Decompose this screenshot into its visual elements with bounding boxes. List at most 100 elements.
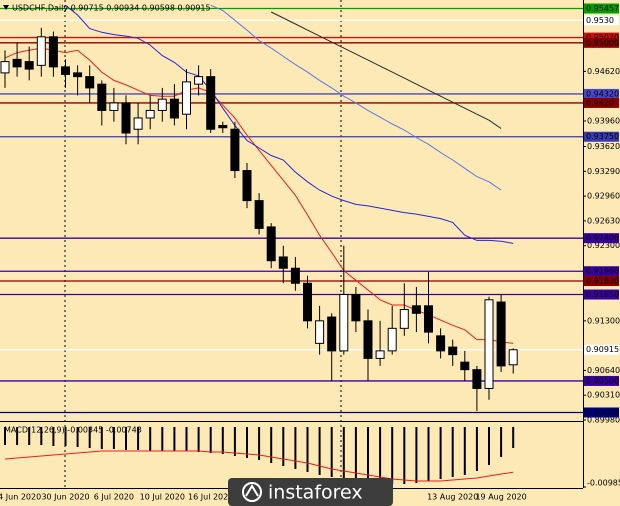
macd-bar — [185, 427, 188, 451]
macd-bar — [415, 427, 418, 484]
level-box — [584, 276, 619, 287]
candle-body — [145, 109, 155, 119]
macd-bar — [137, 427, 140, 451]
macd-bar — [173, 427, 176, 451]
candle-body — [254, 200, 264, 229]
macd-title: MACD(12,26,9) -0.00345 -0.00743 — [4, 426, 142, 435]
macd-bar — [330, 427, 333, 478]
watermark-text: instaforex — [268, 482, 363, 504]
macd-bar — [100, 427, 103, 449]
macd-bar — [221, 427, 224, 454]
level-box — [584, 131, 619, 142]
main-panel: 0.94620 0.93960 0.93620 0.93290 0.92960 0.926… — [0, 3, 620, 425]
level-label: 0.9420 — [586, 98, 614, 107]
candle-body — [218, 124, 228, 129]
macd-bar — [439, 427, 442, 480]
macd-bar — [258, 427, 261, 461]
x-tick-label: 24 Jun 2020 — [0, 493, 41, 502]
level-box — [584, 32, 619, 43]
candle-body — [266, 226, 276, 262]
candle-body — [12, 58, 22, 68]
chart-title: USDCHF,Daily 0.90715 0.90934 0.90598 0.9… — [12, 4, 211, 13]
level-label: 0.94320 — [586, 89, 619, 98]
watermark-logo — [242, 482, 262, 502]
y-tick-label: 0.94620 — [587, 67, 620, 76]
candle-body — [242, 170, 252, 202]
level-label: 0.95070 — [586, 33, 619, 42]
macd-bar — [28, 427, 31, 446]
y-tick-label: 0.91300 — [587, 316, 620, 325]
candle-body — [278, 256, 288, 269]
candle-body — [290, 267, 300, 284]
y-tick-label: 0.89980 — [587, 416, 620, 425]
candle-body — [0, 61, 10, 74]
x-tick-label: 10 Jul 2020 — [140, 493, 185, 502]
level-box — [584, 233, 619, 244]
macd-bar — [76, 427, 79, 447]
level-box — [584, 266, 619, 277]
level-box — [584, 407, 619, 418]
candle-body — [194, 76, 204, 85]
candle-body — [169, 98, 179, 119]
title-icon — [3, 5, 9, 10]
macd-bar — [367, 427, 369, 483]
macd-bar — [306, 427, 309, 473]
candle-body — [24, 61, 34, 70]
level-label: 0.91830 — [586, 277, 619, 286]
x-tick-label: 16 Jul 2020 — [188, 493, 233, 502]
x-tick-label: 30 Jun 2020 — [41, 493, 89, 502]
x-tick-label: 19 Aug 2020 — [475, 493, 526, 502]
macd-bar — [16, 427, 19, 446]
y-tick-label: 0.92960 — [587, 192, 620, 201]
y-tick-label: 0.90640 — [587, 366, 620, 375]
macd-bar — [403, 427, 406, 485]
macd-bar — [342, 427, 345, 480]
level-label: 0.91960 — [586, 267, 619, 276]
candle-body — [182, 81, 191, 115]
candle-body — [375, 350, 385, 359]
candle-body — [109, 102, 119, 111]
watermark-logo — [245, 484, 259, 497]
y-tick-label: 0.92300 — [587, 241, 620, 250]
y-tick-label: 0.92630 — [587, 216, 620, 225]
level-box — [584, 97, 619, 108]
candle-body — [230, 128, 240, 172]
macd-bar — [233, 427, 236, 456]
candle-body — [36, 36, 46, 66]
candle-body — [133, 117, 143, 130]
candle-body — [387, 327, 397, 352]
candle-body — [97, 83, 107, 111]
candle-body — [157, 98, 167, 111]
watermark-box — [228, 478, 393, 506]
candle-body — [48, 36, 58, 68]
watermark: instaforex — [228, 478, 393, 506]
candle-body — [61, 66, 70, 75]
indicator-line — [270, 11, 502, 129]
candle-body — [448, 346, 458, 356]
macd-bar — [4, 427, 6, 446]
level-label: 0.9530 — [586, 16, 614, 25]
candle-body — [411, 305, 421, 314]
level-box — [584, 289, 619, 300]
macd-bar — [112, 427, 115, 449]
candle-body — [303, 282, 312, 322]
macd-bar — [52, 427, 55, 447]
candle-body — [327, 316, 337, 352]
x-tick-label: 13 Aug 2020 — [427, 493, 478, 502]
macd-bar — [488, 427, 490, 466]
x-tick-label: 6 Jul 2020 — [94, 493, 134, 502]
candle-body — [206, 76, 216, 130]
macd-bar — [391, 427, 394, 485]
macd-bar — [379, 427, 382, 484]
macd-bar — [500, 427, 503, 458]
level-box — [584, 375, 619, 386]
level-label: 0.90915 — [586, 345, 619, 354]
candle-body — [472, 369, 482, 389]
macd-bar — [161, 427, 164, 451]
level-box — [584, 344, 619, 355]
candle-body — [460, 361, 470, 371]
macd-bar — [125, 427, 127, 451]
candle-body — [484, 299, 494, 389]
